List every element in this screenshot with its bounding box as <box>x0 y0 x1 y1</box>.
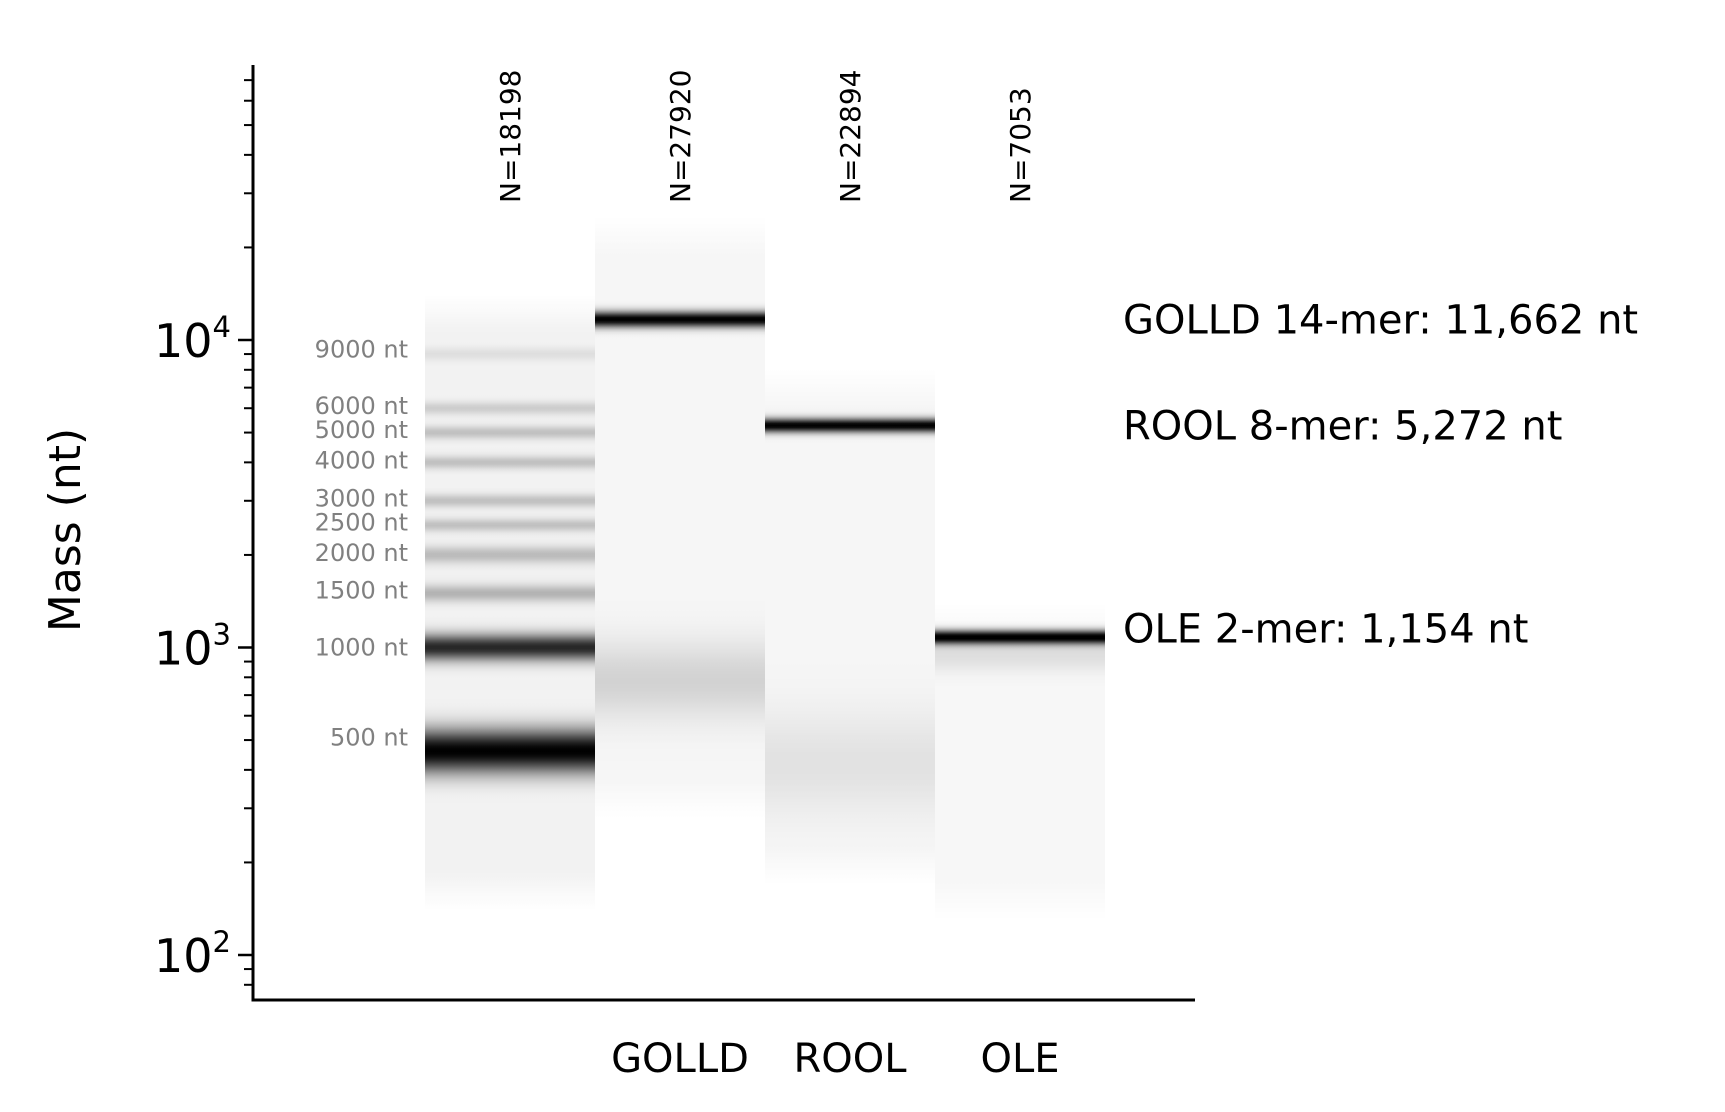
gel-lane-ole <box>935 592 1105 920</box>
y-axis: 102 103 104 <box>154 65 1195 1002</box>
lanes-layer <box>425 217 1105 920</box>
annotations: GOLLD 14-mer: 11,662 nt ROOL 8-mer: 5,272… <box>1123 297 1638 652</box>
ladder-size-label: 500 nt <box>330 723 408 751</box>
y-axis-title: Mass (nt) <box>40 428 91 632</box>
ladder-size-label: 1000 nt <box>315 634 408 662</box>
band-annotation: ROOL 8-mer: 5,272 nt <box>1123 403 1562 449</box>
lane-count-label: N=27920 <box>664 70 697 203</box>
lane-labels: N=18198 N=27920 GOLLD N=22894 ROOL N=7053 OLE <box>494 70 1060 1082</box>
gel-lane-ladder <box>425 295 595 911</box>
gel-lane-rool <box>765 369 935 885</box>
lane-count-label: N=7053 <box>1004 87 1037 203</box>
ladder-size-label: 6000 nt <box>315 392 408 420</box>
y-tick-label: 103 <box>154 618 231 676</box>
lane-name-label: OLE <box>980 1036 1059 1082</box>
ladder-size-label: 2000 nt <box>315 539 408 567</box>
band-annotation: OLE 2-mer: 1,154 nt <box>1123 606 1528 652</box>
ladder-size-label: 1500 nt <box>315 577 408 605</box>
ladder-size-label: 9000 nt <box>315 336 408 364</box>
band-annotation: GOLLD 14-mer: 11,662 nt <box>1123 297 1638 343</box>
lane-name-label: ROOL <box>793 1036 907 1082</box>
lane-name-label: GOLLD <box>611 1036 749 1082</box>
ladder-size-label: 3000 nt <box>315 485 408 513</box>
ladder-size-label: 5000 nt <box>315 416 408 444</box>
gel-lane-golld <box>595 217 765 818</box>
y-tick-label: 102 <box>154 925 231 983</box>
ladder-size-label: 2500 nt <box>315 508 408 536</box>
ladder-size-label: 4000 nt <box>315 447 408 475</box>
lane-count-label: N=18198 <box>494 70 527 203</box>
lane-count-label: N=22894 <box>834 70 867 203</box>
y-tick-label: 104 <box>154 310 231 368</box>
